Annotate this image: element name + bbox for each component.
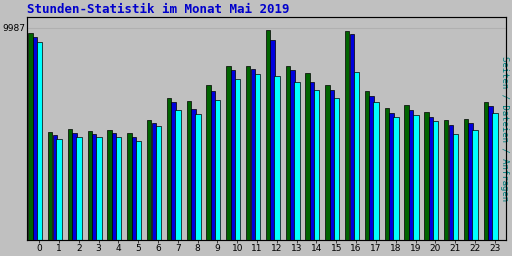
Bar <box>116 137 121 240</box>
Bar <box>464 119 468 240</box>
Bar <box>108 130 112 240</box>
Bar <box>404 105 409 240</box>
Bar <box>56 139 62 240</box>
Bar <box>449 125 453 240</box>
Bar <box>488 106 493 240</box>
Bar <box>132 137 136 240</box>
Bar <box>433 121 438 240</box>
Bar <box>96 137 102 240</box>
Bar <box>231 70 235 240</box>
Bar <box>306 73 310 240</box>
Bar <box>76 137 82 240</box>
Bar <box>429 117 433 240</box>
Bar <box>250 69 255 240</box>
Bar <box>453 134 458 240</box>
Bar <box>424 112 429 240</box>
Bar <box>314 90 319 240</box>
Bar <box>444 120 449 240</box>
Bar <box>290 70 294 240</box>
Bar <box>286 66 290 240</box>
Bar <box>112 133 116 240</box>
Bar <box>37 42 42 240</box>
Bar <box>334 98 339 240</box>
Bar <box>206 85 211 240</box>
Bar <box>186 101 191 240</box>
Bar <box>175 110 181 240</box>
Bar <box>68 129 72 240</box>
Bar <box>373 102 379 240</box>
Bar <box>254 74 260 240</box>
Bar <box>156 126 161 240</box>
Bar <box>215 100 221 240</box>
Bar <box>345 31 349 240</box>
Bar <box>274 77 280 240</box>
Bar <box>226 66 230 240</box>
Bar <box>473 130 478 240</box>
Bar <box>266 30 270 240</box>
Bar <box>354 72 359 240</box>
Bar <box>365 91 369 240</box>
Bar <box>195 114 201 240</box>
Bar <box>92 134 96 240</box>
Bar <box>350 34 354 240</box>
Bar <box>325 85 330 240</box>
Bar <box>385 108 389 240</box>
Bar <box>246 66 250 240</box>
Bar <box>152 123 156 240</box>
Bar <box>393 117 399 240</box>
Bar <box>369 95 374 240</box>
Bar <box>492 113 498 240</box>
Bar <box>191 109 196 240</box>
Bar <box>136 141 141 240</box>
Bar <box>53 135 57 240</box>
Bar <box>72 133 77 240</box>
Bar <box>211 91 216 240</box>
Bar <box>468 123 473 240</box>
Bar <box>88 131 92 240</box>
Text: Stunden-Statistik im Monat Mai 2019: Stunden-Statistik im Monat Mai 2019 <box>27 3 290 16</box>
Bar <box>28 33 33 240</box>
Y-axis label: Seiten / Dateien / Anfragen: Seiten / Dateien / Anfragen <box>500 56 509 201</box>
Bar <box>409 110 413 240</box>
Bar <box>172 102 176 240</box>
Bar <box>33 37 37 240</box>
Bar <box>127 133 132 240</box>
Bar <box>167 98 171 240</box>
Bar <box>270 40 275 240</box>
Bar <box>147 120 152 240</box>
Bar <box>234 79 240 240</box>
Bar <box>413 115 418 240</box>
Bar <box>389 113 394 240</box>
Bar <box>294 82 300 240</box>
Bar <box>48 132 52 240</box>
Bar <box>310 82 314 240</box>
Bar <box>484 102 488 240</box>
Bar <box>330 90 334 240</box>
